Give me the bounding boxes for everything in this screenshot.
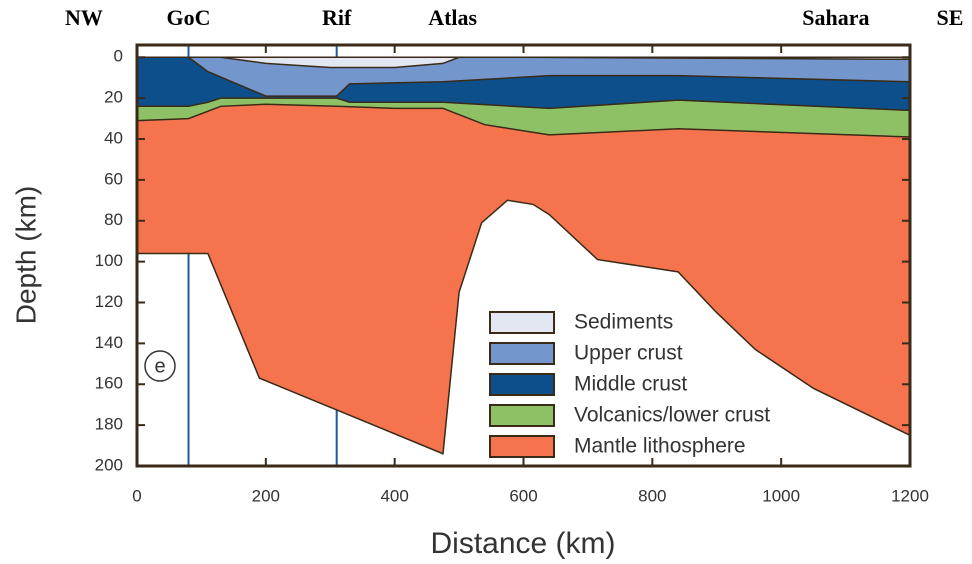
section-label: Atlas bbox=[428, 5, 477, 30]
legend-swatch bbox=[489, 435, 555, 458]
x-tick-label: 1200 bbox=[891, 486, 929, 505]
section-label: Rif bbox=[322, 5, 352, 30]
y-tick-label: 100 bbox=[95, 251, 123, 270]
section-label: Sahara bbox=[802, 5, 869, 30]
legend-label: Mantle lithosphere bbox=[574, 435, 746, 458]
layer-boundary bbox=[136, 103, 911, 138]
legend-label: Volcanics/lower crust bbox=[574, 404, 770, 427]
y-tick-label: 80 bbox=[104, 210, 123, 229]
legend-label: Sediments bbox=[574, 311, 673, 334]
layer-boundary bbox=[137, 56, 911, 97]
end-label: SE bbox=[937, 5, 964, 30]
legend-swatch bbox=[489, 373, 555, 396]
layer-boundary bbox=[137, 199, 911, 455]
x-tick-label: 1000 bbox=[762, 486, 800, 505]
layer bbox=[137, 57, 910, 111]
x-tick-label: 600 bbox=[509, 486, 537, 505]
panel-label: e bbox=[154, 355, 165, 377]
layer bbox=[137, 104, 910, 454]
x-tick-label: 200 bbox=[252, 486, 280, 505]
y-tick-label: 120 bbox=[95, 292, 123, 311]
y-tick-label: 20 bbox=[104, 88, 123, 107]
x-tick-label: 400 bbox=[380, 486, 408, 505]
x-tick-label: 0 bbox=[132, 486, 141, 505]
y-tick-label: 140 bbox=[95, 333, 123, 352]
y-tick-label: 200 bbox=[95, 455, 123, 474]
y-tick-label: 180 bbox=[95, 415, 123, 434]
layer bbox=[137, 98, 910, 137]
section-label: GoC bbox=[167, 5, 211, 30]
layer-boundary bbox=[137, 97, 911, 112]
end-label: NW bbox=[65, 5, 103, 30]
y-tick-label: 40 bbox=[104, 128, 123, 147]
legend-swatch bbox=[489, 342, 555, 365]
legend-swatch bbox=[489, 404, 555, 427]
legend-swatch bbox=[489, 311, 555, 334]
legend-label: Middle crust bbox=[574, 373, 687, 396]
y-tick-label: 0 bbox=[114, 47, 123, 66]
panel-label-circle bbox=[144, 350, 176, 382]
x-tick-label: 800 bbox=[638, 486, 666, 505]
x-axis-title: Distance (km) bbox=[430, 527, 615, 560]
y-tick-label: 160 bbox=[95, 374, 123, 393]
layer-boundary bbox=[137, 56, 911, 69]
y-tick-label: 60 bbox=[104, 169, 123, 188]
legend-label: Upper crust bbox=[574, 342, 683, 365]
y-axis-title: Depth (km) bbox=[10, 186, 41, 324]
layer bbox=[137, 57, 910, 68]
